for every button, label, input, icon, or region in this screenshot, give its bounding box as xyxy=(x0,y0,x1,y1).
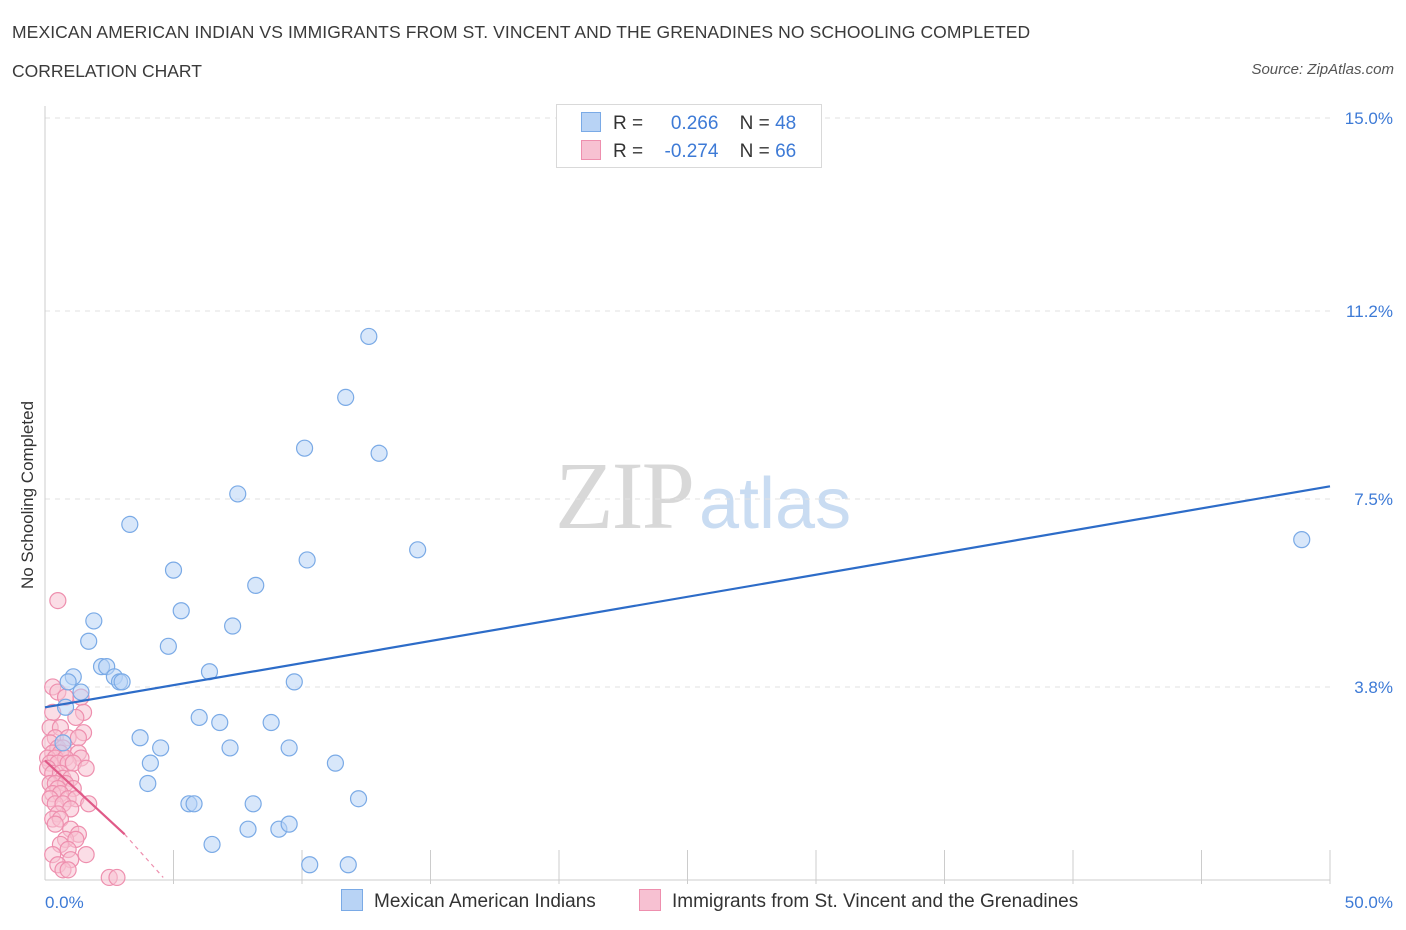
data-point-mexican-american-indian xyxy=(295,439,314,457)
data-point-mexican-american-indian xyxy=(301,856,319,874)
data-point-mexican-american-indian xyxy=(131,729,149,747)
data-point-mexican-american-indian xyxy=(185,795,203,813)
source-attribution: Source: ZipAtlas.com xyxy=(1251,61,1394,78)
data-point-mexican-american-indian xyxy=(80,632,98,650)
trend-line-pink xyxy=(44,759,126,836)
watermark: ZIPatlas xyxy=(555,440,851,551)
data-point-mexican-american-indian xyxy=(159,637,177,655)
legend-row-blue: R = 0.266 N = 48 xyxy=(581,112,796,136)
data-point-mexican-american-indian xyxy=(141,754,159,772)
data-point-mexican-american-indian xyxy=(72,683,90,701)
data-point-mexican-american-indian xyxy=(85,612,103,630)
data-point-mexican-american-indian xyxy=(239,820,257,838)
legend-n-value: 48 xyxy=(775,113,797,134)
data-point-mexican-american-indian xyxy=(247,576,265,594)
data-point-mexican-american-indian xyxy=(280,815,298,833)
data-point-mexican-american-indian xyxy=(370,444,388,462)
data-point-mexican-american-indian xyxy=(190,708,208,727)
legend-swatch-pink xyxy=(581,140,601,160)
data-point-mexican-american-indian xyxy=(229,485,247,503)
data-point-mexican-american-indian xyxy=(285,673,303,691)
chart-subtitle: CORRELATION CHART xyxy=(12,61,202,81)
legend-row-pink: R = -0.274 N = 66 xyxy=(581,140,796,164)
y-tick-label: 15.0% xyxy=(1345,109,1393,128)
bottom-legend-swatch-blue xyxy=(341,889,363,911)
legend-r-label: R = xyxy=(613,113,644,134)
data-point-st-vincent xyxy=(59,861,77,879)
legend-r-value: -0.274 xyxy=(664,141,719,162)
data-point-mexican-american-indian xyxy=(339,856,357,874)
bottom-legend-blue: Mexican American Indians xyxy=(341,889,596,913)
legend-r-value: 0.266 xyxy=(670,113,719,134)
y-tick-label: 11.2% xyxy=(1346,302,1393,321)
data-point-mexican-american-indian xyxy=(211,713,229,732)
y-tick-label: 3.8% xyxy=(1354,678,1393,697)
data-point-mexican-american-indian xyxy=(221,739,239,757)
data-point-mexican-american-indian xyxy=(349,790,368,808)
data-point-mexican-american-indian xyxy=(152,739,170,757)
y-tick-label: 7.5% xyxy=(1354,490,1393,509)
legend-n-value: 66 xyxy=(775,141,797,162)
x-tick-label: 50.0% xyxy=(1345,893,1393,912)
bottom-legend-swatch-pink xyxy=(639,889,661,911)
data-point-mexican-american-indian xyxy=(203,835,221,854)
legend-r-label: R = xyxy=(613,141,644,162)
trend-lines xyxy=(44,485,1331,878)
data-point-mexican-american-indian xyxy=(54,734,72,752)
legend-swatch-blue xyxy=(581,112,601,132)
data-point-mexican-american-indian xyxy=(298,551,316,569)
data-point-mexican-american-indian xyxy=(1293,531,1311,549)
trend-line-blue xyxy=(44,485,1331,709)
bottom-legend-pink: Immigrants from St. Vincent and the Gren… xyxy=(639,889,1078,913)
y-axis-label: No Schooling Completed xyxy=(18,401,37,589)
data-point-st-vincent xyxy=(49,591,67,610)
data-point-mexican-american-indian xyxy=(262,713,280,732)
data-point-st-vincent xyxy=(108,868,126,887)
data-point-st-vincent xyxy=(77,845,95,864)
correlation-legend: R = 0.266 N = 48 R = -0.274 N = 66 xyxy=(556,104,822,168)
data-point-st-vincent xyxy=(69,729,88,747)
legend-n-label: N = xyxy=(739,141,770,162)
data-point-mexican-american-indian xyxy=(244,795,262,813)
series-mexican-american-indians-points xyxy=(54,327,1311,874)
data-point-mexican-american-indian xyxy=(224,617,242,635)
data-point-mexican-american-indian xyxy=(326,754,345,772)
chart-title: MEXICAN AMERICAN INDIAN VS IMMIGRANTS FR… xyxy=(12,22,1031,42)
data-point-mexican-american-indian xyxy=(360,327,378,346)
data-point-mexican-american-indian xyxy=(59,673,77,691)
watermark-zip: ZIP xyxy=(555,442,695,549)
legend-n-label: N = xyxy=(739,113,770,134)
data-point-mexican-american-indian xyxy=(280,739,298,757)
data-point-mexican-american-indian xyxy=(139,774,157,793)
data-point-mexican-american-indian xyxy=(172,602,190,620)
data-point-mexican-american-indian xyxy=(164,561,183,579)
data-point-st-vincent xyxy=(46,815,64,833)
trend-line-pink-extension xyxy=(124,833,164,878)
x-tick-label: 0.0% xyxy=(45,893,84,912)
data-point-st-vincent xyxy=(80,795,98,813)
data-point-st-vincent xyxy=(67,708,85,727)
bottom-legend-label-blue: Mexican American Indians xyxy=(374,891,596,912)
data-point-mexican-american-indian xyxy=(409,541,427,559)
tick-labels: 3.8% 7.5% 11.2% 15.0% 0.0% 50.0% xyxy=(45,109,1393,912)
data-point-st-vincent xyxy=(77,759,95,777)
data-point-mexican-american-indian xyxy=(121,515,139,534)
gridlines xyxy=(45,117,1330,688)
watermark-atlas: atlas xyxy=(699,464,852,544)
data-point-mexican-american-indian xyxy=(113,673,131,691)
data-point-mexican-american-indian xyxy=(337,388,355,406)
bottom-legend-label-pink: Immigrants from St. Vincent and the Gren… xyxy=(672,891,1079,912)
